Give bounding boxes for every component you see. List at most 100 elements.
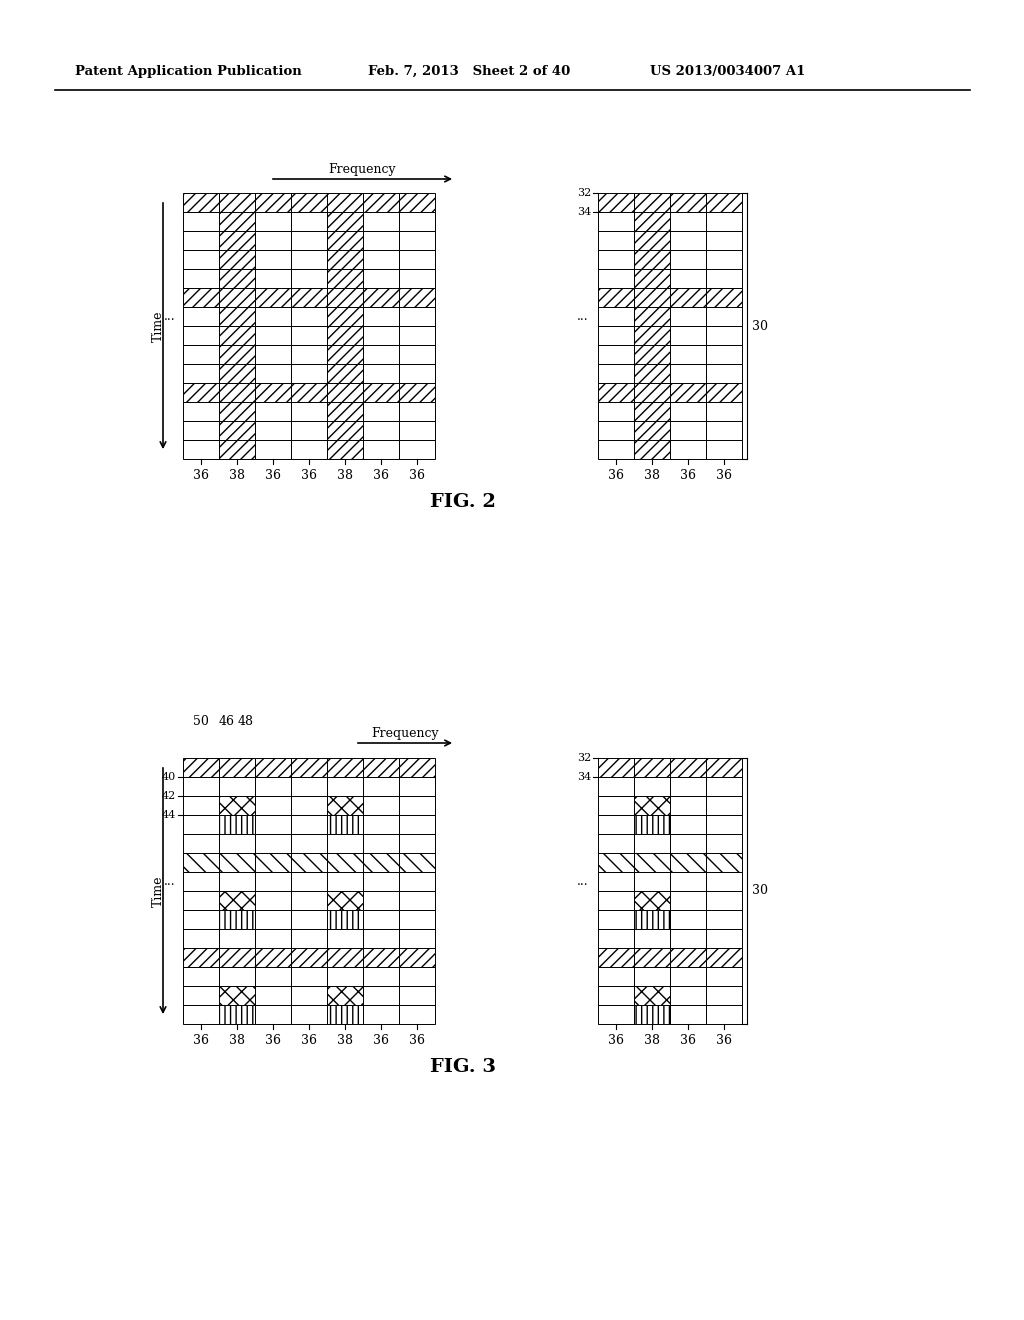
Text: Frequency: Frequency: [371, 727, 439, 741]
Bar: [327, 249, 362, 269]
Bar: [255, 269, 291, 288]
Bar: [327, 269, 362, 288]
Bar: [291, 968, 327, 986]
Bar: [670, 777, 706, 796]
Bar: [255, 193, 291, 213]
Bar: [255, 213, 291, 231]
Bar: [362, 421, 399, 440]
Bar: [291, 288, 327, 308]
Text: 38: 38: [229, 469, 245, 482]
Bar: [634, 948, 670, 968]
Bar: [634, 249, 670, 269]
Text: US 2013/0034007 A1: US 2013/0034007 A1: [650, 65, 805, 78]
Bar: [327, 873, 362, 891]
Bar: [598, 758, 634, 777]
Bar: [598, 909, 634, 929]
Bar: [291, 929, 327, 948]
Bar: [327, 231, 362, 249]
Bar: [183, 1005, 219, 1024]
Bar: [399, 873, 435, 891]
Bar: [291, 834, 327, 853]
Bar: [634, 421, 670, 440]
Bar: [327, 364, 362, 383]
Bar: [219, 986, 255, 1005]
Text: 48: 48: [238, 715, 254, 729]
Bar: [183, 968, 219, 986]
Text: 36: 36: [265, 469, 281, 482]
Bar: [291, 948, 327, 968]
Text: 42: 42: [162, 791, 176, 801]
Bar: [219, 288, 255, 308]
Bar: [327, 288, 362, 308]
Text: 34: 34: [577, 772, 591, 781]
Bar: [183, 873, 219, 891]
Bar: [327, 986, 362, 1005]
Bar: [219, 326, 255, 345]
Bar: [291, 308, 327, 326]
Bar: [634, 403, 670, 421]
Bar: [399, 231, 435, 249]
Bar: [183, 364, 219, 383]
Bar: [183, 345, 219, 364]
Bar: [706, 853, 742, 873]
Bar: [670, 968, 706, 986]
Bar: [634, 777, 670, 796]
Bar: [255, 909, 291, 929]
Bar: [706, 758, 742, 777]
Bar: [706, 269, 742, 288]
Bar: [706, 986, 742, 1005]
Bar: [670, 891, 706, 909]
Bar: [598, 929, 634, 948]
Bar: [670, 1005, 706, 1024]
Bar: [327, 326, 362, 345]
Bar: [327, 853, 362, 873]
Bar: [291, 796, 327, 814]
Bar: [634, 986, 670, 1005]
Bar: [706, 383, 742, 403]
Bar: [706, 777, 742, 796]
Bar: [706, 231, 742, 249]
Bar: [634, 909, 670, 929]
Bar: [362, 873, 399, 891]
Bar: [255, 968, 291, 986]
Bar: [598, 948, 634, 968]
Bar: [399, 288, 435, 308]
Bar: [362, 364, 399, 383]
Bar: [327, 308, 362, 326]
Bar: [598, 249, 634, 269]
Bar: [706, 249, 742, 269]
Bar: [634, 814, 670, 834]
Bar: [706, 796, 742, 814]
Bar: [670, 249, 706, 269]
Text: 40: 40: [162, 772, 176, 781]
Bar: [634, 968, 670, 986]
Bar: [399, 758, 435, 777]
Bar: [634, 364, 670, 383]
Text: Time: Time: [152, 875, 165, 907]
Bar: [362, 403, 399, 421]
Bar: [706, 193, 742, 213]
Bar: [255, 986, 291, 1005]
Bar: [291, 364, 327, 383]
Bar: [183, 383, 219, 403]
Bar: [327, 193, 362, 213]
Bar: [399, 891, 435, 909]
Text: 38: 38: [337, 469, 353, 482]
Bar: [183, 986, 219, 1005]
Bar: [598, 440, 634, 459]
Bar: [670, 308, 706, 326]
Bar: [598, 968, 634, 986]
Bar: [291, 231, 327, 249]
Text: Feb. 7, 2013   Sheet 2 of 40: Feb. 7, 2013 Sheet 2 of 40: [368, 65, 570, 78]
Bar: [706, 948, 742, 968]
Bar: [670, 909, 706, 929]
Bar: [219, 193, 255, 213]
Text: 38: 38: [337, 1034, 353, 1047]
Bar: [362, 288, 399, 308]
Bar: [183, 213, 219, 231]
Bar: [362, 345, 399, 364]
Bar: [670, 364, 706, 383]
Bar: [291, 421, 327, 440]
Bar: [634, 308, 670, 326]
Bar: [362, 308, 399, 326]
